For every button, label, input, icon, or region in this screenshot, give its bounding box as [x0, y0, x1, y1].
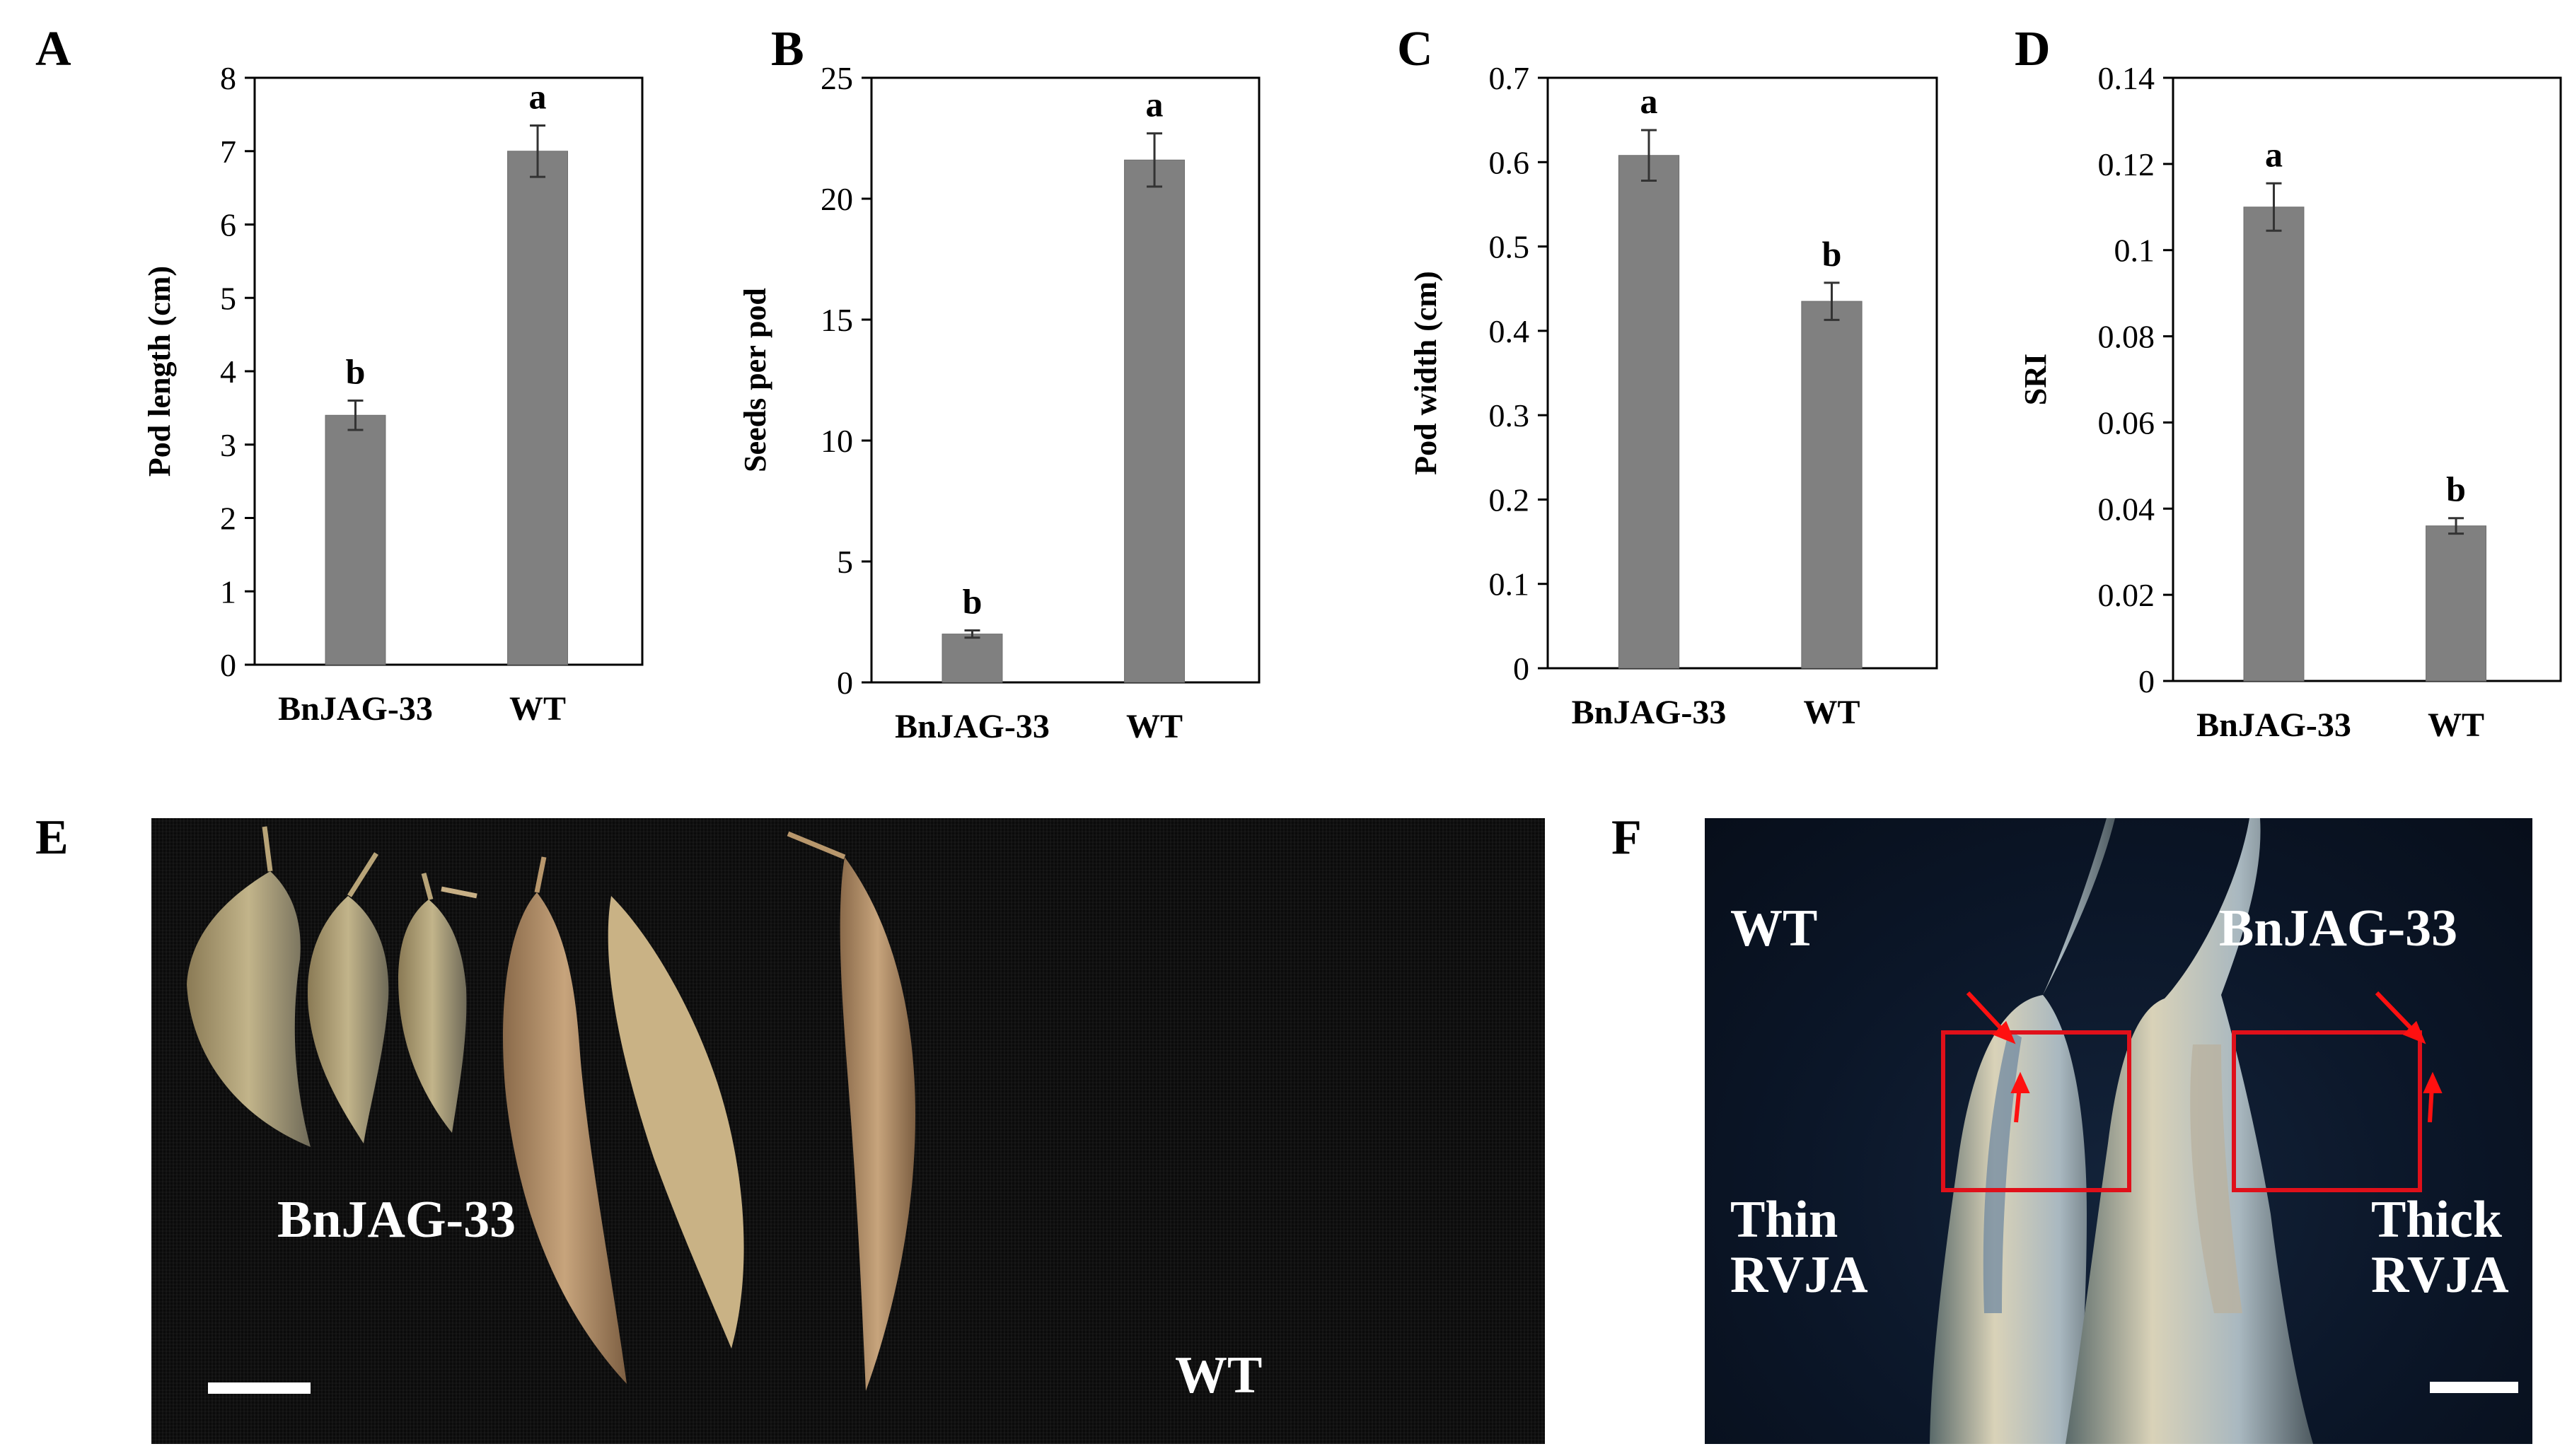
y-tick-label: 0.12 — [2098, 146, 2155, 182]
y-tick-label: 2 — [220, 501, 236, 537]
y-axis-label: SRI — [2018, 354, 2053, 405]
plot-frame — [253, 76, 644, 666]
plot-frame — [1546, 76, 1938, 670]
significance-label: a — [1640, 81, 1658, 121]
y-tick-label: 20 — [821, 181, 853, 217]
y-tick-label: 0.6 — [1489, 144, 1530, 180]
x-tick-label: BnJAG-33 — [2196, 706, 2351, 744]
y-tick-label: 0.3 — [1489, 397, 1530, 433]
panel-letter-d: D — [2015, 22, 2051, 76]
y-tick-label: 3 — [220, 427, 236, 463]
wt-pod — [503, 856, 627, 1384]
pod-photo-e: BnJAG-33 WT — [151, 818, 1545, 1444]
y-axis-label: Pod length (cm) — [142, 266, 177, 477]
significance-label: b — [346, 352, 366, 392]
y-tick-label: 4 — [220, 354, 236, 390]
pod-photo-f: WT BnJAG-33 Thin RVJA Thick RVJA — [1705, 818, 2532, 1444]
significance-label: a — [529, 76, 547, 116]
significance-label: a — [2265, 134, 2283, 174]
bar-bnjag-33 — [942, 634, 1003, 683]
bar-wt — [1124, 159, 1186, 683]
panel-letter-f: F — [1611, 810, 1642, 865]
x-tick-label: WT — [509, 690, 566, 728]
bar-wt — [507, 151, 569, 665]
rvja-box-wt — [1941, 1030, 2131, 1192]
y-tick-label: 25 — [821, 60, 853, 96]
y-tick-label: 0.2 — [1489, 482, 1530, 518]
y-tick-label: 0 — [220, 647, 236, 683]
y-tick-label: 0.7 — [1489, 60, 1530, 96]
y-axis-label: Pod width (cm) — [1408, 271, 1443, 474]
y-tick-label: 1 — [220, 573, 236, 610]
bar-bnjag-33 — [325, 414, 386, 665]
mutant-pod-closeup — [2066, 818, 2313, 1444]
bar-charts: A 0 1 2 3 4 5 6 7 8 Pod length (cm) b BnJAG-33 a WT B 0 5… — [35, 22, 2562, 745]
label-wt-e: WT — [1175, 1346, 1263, 1404]
significance-label: a — [1146, 85, 1164, 124]
label-wt-f: WT — [1730, 899, 1818, 957]
panel-letter-c: C — [1397, 22, 1433, 76]
arrows — [1966, 991, 2443, 1123]
x-tick-label: WT — [1126, 708, 1183, 745]
wt-pod — [787, 831, 915, 1391]
mutant-pod — [187, 826, 311, 1147]
bar-wt — [1801, 301, 1863, 669]
y-tick-label: 7 — [220, 134, 236, 170]
plot-frame — [2172, 76, 2562, 682]
significance-label: b — [1822, 234, 1842, 274]
bar-bnjag-33 — [2243, 206, 2305, 682]
significance-label: b — [2446, 470, 2466, 509]
y-tick-label: 0.08 — [2098, 319, 2155, 355]
y-tick-label: 5 — [220, 280, 236, 316]
y-tick-label: 0.4 — [1489, 313, 1530, 349]
label-thin-rvja: Thin RVJA — [1730, 1191, 1868, 1304]
x-tick-label: WT — [2428, 706, 2484, 744]
panel-letter-b: B — [771, 22, 804, 76]
scale-bar-f — [2430, 1382, 2518, 1393]
y-tick-label: 10 — [821, 423, 853, 459]
y-tick-label: 0 — [837, 665, 853, 701]
pod-closeup-f — [1930, 818, 2518, 1444]
y-tick-label: 8 — [220, 60, 236, 96]
mutant-pod — [398, 873, 467, 1133]
rvja-box-mut — [2232, 1030, 2422, 1192]
bar-bnjag-33 — [1618, 155, 1680, 669]
significance-label: b — [963, 581, 983, 621]
panel-letter-e: E — [35, 810, 69, 865]
y-tick-label: 0.14 — [2098, 60, 2155, 96]
y-tick-label: 6 — [220, 207, 236, 243]
y-tick-label: 0.06 — [2098, 404, 2155, 441]
label-bnjag33-f: BnJAG-33 — [2219, 899, 2458, 957]
mutant-pod — [307, 852, 389, 1143]
y-tick-label: 0 — [2138, 663, 2155, 699]
y-tick-label: 0.1 — [2114, 233, 2155, 269]
x-tick-label: BnJAG-33 — [895, 708, 1050, 745]
label-thick-rvja: Thick RVJA — [2371, 1191, 2509, 1304]
plot-frame — [870, 76, 1261, 684]
x-tick-label: BnJAG-33 — [1572, 694, 1727, 731]
y-axis-label: Seeds per pod — [738, 288, 772, 472]
y-tick-label: 0 — [1513, 651, 1529, 687]
scale-bar-e — [208, 1382, 311, 1394]
y-tick-label: 15 — [821, 302, 853, 338]
wt-pod — [441, 886, 744, 1349]
panel-letter-a: A — [35, 22, 71, 76]
x-tick-label: WT — [1803, 694, 1860, 731]
y-tick-label: 0.1 — [1489, 566, 1530, 602]
bar-wt — [2426, 525, 2487, 682]
y-tick-label: 0.04 — [2098, 491, 2155, 527]
x-tick-label: BnJAG-33 — [278, 690, 433, 728]
label-bnjag33-e: BnJAG-33 — [277, 1191, 516, 1249]
y-tick-label: 5 — [837, 544, 853, 580]
y-tick-label: 0.02 — [2098, 577, 2155, 613]
pod-illustrations-e — [187, 826, 915, 1394]
y-tick-label: 0.5 — [1489, 229, 1530, 265]
wt-pod-closeup — [1930, 818, 2115, 1444]
